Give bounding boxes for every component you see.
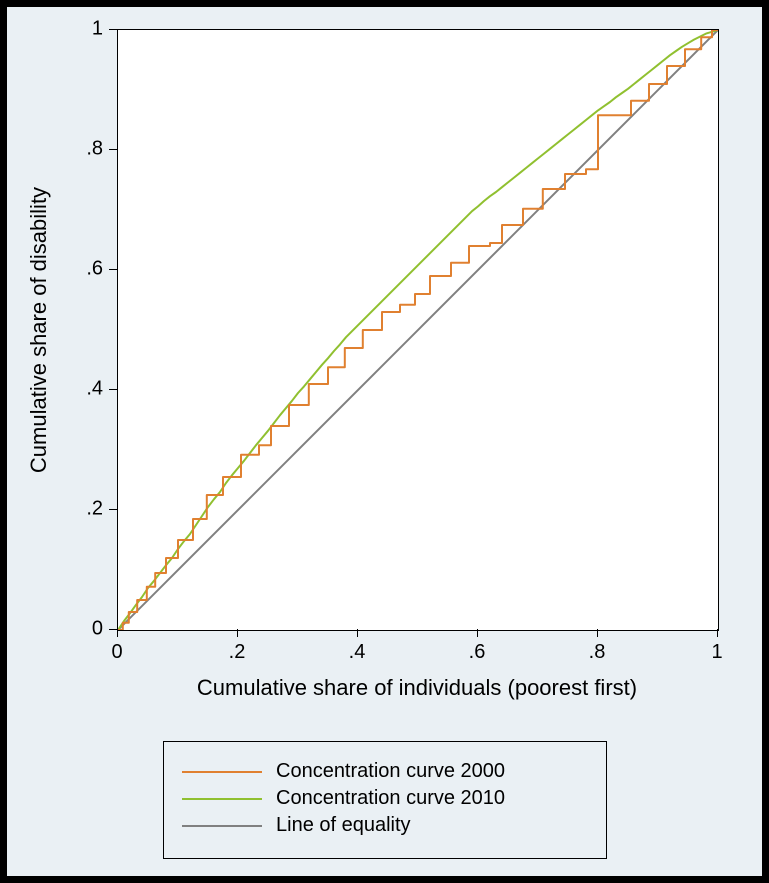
plot-svg xyxy=(118,30,718,630)
y-axis-label: Cumulative share of disability xyxy=(26,130,52,530)
x-tick-label: .6 xyxy=(469,641,486,664)
y-tick-mark xyxy=(109,509,117,510)
series-equality xyxy=(118,30,718,630)
x-tick-mark xyxy=(717,629,718,637)
legend-line-sample xyxy=(182,825,262,827)
y-tick-label: .8 xyxy=(86,138,103,161)
legend-label: Line of equality xyxy=(276,814,411,837)
x-tick-label: 1 xyxy=(711,641,722,664)
y-tick-label: .4 xyxy=(86,378,103,401)
chart-frame: Cumulative share of disability Cumulativ… xyxy=(0,0,769,883)
y-tick-label: 0 xyxy=(92,618,103,641)
legend-label: Concentration curve 2000 xyxy=(276,760,505,783)
y-tick-mark xyxy=(109,29,117,30)
x-tick-mark xyxy=(597,629,598,637)
legend-item: Concentration curve 2000 xyxy=(182,760,588,783)
x-tick-mark xyxy=(357,629,358,637)
y-tick-label: .2 xyxy=(86,498,103,521)
legend-item: Line of equality xyxy=(182,814,588,837)
x-tick-label: .4 xyxy=(349,641,366,664)
y-tick-label: 1 xyxy=(92,18,103,41)
legend-line-sample xyxy=(182,771,262,773)
y-tick-mark xyxy=(109,149,117,150)
x-tick-label: .8 xyxy=(589,641,606,664)
y-tick-label: .6 xyxy=(86,258,103,281)
x-tick-label: 0 xyxy=(111,641,122,664)
y-tick-mark xyxy=(109,269,117,270)
y-tick-mark xyxy=(109,389,117,390)
x-tick-mark xyxy=(237,629,238,637)
legend-line-sample xyxy=(182,798,262,800)
x-tick-mark xyxy=(117,629,118,637)
legend-box: Concentration curve 2000 Concentration cu… xyxy=(163,741,607,859)
legend-label: Concentration curve 2010 xyxy=(276,787,505,810)
x-tick-label: .2 xyxy=(229,641,246,664)
plot-area xyxy=(117,29,719,631)
x-axis-label: Cumulative share of individuals (poorest… xyxy=(117,675,717,701)
x-tick-mark xyxy=(477,629,478,637)
legend-item: Concentration curve 2010 xyxy=(182,787,588,810)
y-tick-mark xyxy=(109,629,117,630)
